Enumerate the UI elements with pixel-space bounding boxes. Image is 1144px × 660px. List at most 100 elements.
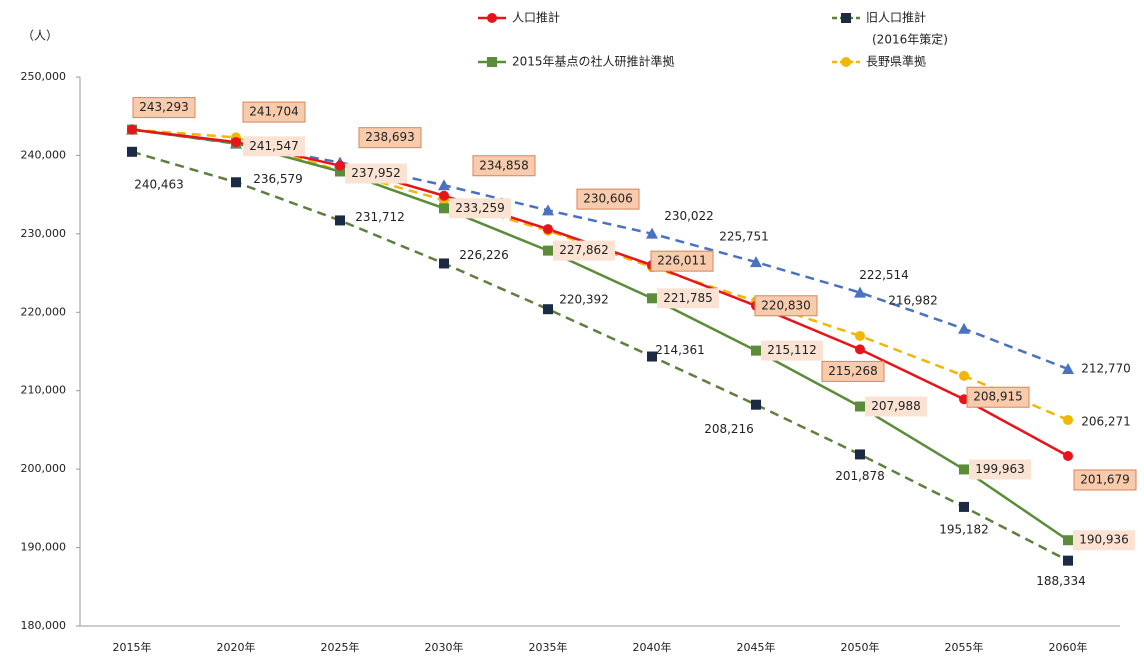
- data-label: 231,712: [355, 210, 405, 224]
- legend-note: (2016年策定): [872, 32, 948, 47]
- point: [231, 177, 241, 188]
- point: [231, 137, 241, 148]
- data-label: 234,858: [479, 158, 529, 172]
- data-label: 237,952: [351, 166, 401, 180]
- point: [127, 124, 137, 135]
- label-box: [1073, 530, 1135, 551]
- data-label: 226,011: [657, 254, 707, 268]
- label-box: [576, 188, 640, 210]
- x-tick-label: 2015年: [113, 640, 152, 654]
- data-label: 188,334: [1036, 574, 1086, 588]
- y-tick-label: 180,000: [21, 619, 67, 632]
- series-line: [131, 128, 1069, 542]
- point: [335, 215, 345, 226]
- data-label: 201,679: [1080, 472, 1130, 486]
- point: [751, 399, 761, 410]
- point: [647, 351, 657, 362]
- data-label: 230,606: [583, 192, 633, 206]
- point: [335, 160, 345, 171]
- point: [855, 330, 865, 341]
- point: [127, 146, 137, 157]
- data-label: 227,862: [559, 243, 609, 257]
- point: [438, 179, 450, 191]
- point: [543, 304, 553, 315]
- label-box: [754, 295, 818, 317]
- x-tick-label: 2020年: [217, 640, 256, 654]
- point: [646, 227, 658, 239]
- label-box: [657, 288, 719, 309]
- point: [750, 256, 762, 268]
- data-label: 201,878: [835, 469, 885, 483]
- point: [487, 13, 497, 23]
- point: [959, 501, 969, 512]
- point: [487, 57, 497, 67]
- point: [1063, 450, 1073, 461]
- data-label: 241,547: [249, 139, 299, 153]
- y-tick-label: 240,000: [21, 148, 67, 161]
- y-tick-label: 230,000: [21, 227, 67, 240]
- data-label: 199,963: [975, 462, 1025, 476]
- data-label: 220,392: [559, 293, 609, 307]
- y-tick-label: 200,000: [21, 462, 67, 475]
- legend-label: 長野県準拠: [866, 54, 926, 69]
- data-label: 220,830: [761, 298, 811, 312]
- data-label: 225,751: [719, 230, 769, 244]
- label-box: [966, 386, 1030, 408]
- label-box: [345, 163, 407, 184]
- data-label: 190,936: [1079, 533, 1129, 547]
- y-tick-label: 210,000: [21, 384, 67, 397]
- data-label: 226,226: [459, 248, 509, 262]
- x-tick-label: 2055年: [945, 640, 984, 654]
- point: [439, 190, 449, 201]
- point: [854, 286, 866, 298]
- data-label: 238,693: [365, 130, 415, 144]
- data-label: 212,770: [1081, 361, 1131, 375]
- point: [543, 224, 553, 235]
- label-box: [969, 459, 1031, 480]
- x-tick-label: 2030年: [425, 640, 464, 654]
- data-label: 208,915: [973, 390, 1023, 404]
- x-tick-label: 2040年: [633, 640, 672, 654]
- point: [959, 464, 969, 475]
- y-tick-label: 250,000: [21, 70, 67, 83]
- data-label: 208,216: [704, 422, 754, 436]
- point: [542, 204, 554, 216]
- label-box: [242, 101, 306, 123]
- x-tick-label: 2045年: [737, 640, 776, 654]
- data-label: 222,514: [859, 268, 909, 282]
- point: [751, 345, 761, 356]
- point: [1063, 414, 1073, 425]
- point: [841, 57, 851, 67]
- legend-label: 人口推計: [512, 10, 560, 25]
- point: [1062, 362, 1074, 374]
- point: [647, 293, 657, 304]
- y-axis-label: （人）: [22, 29, 58, 43]
- point: [335, 166, 345, 177]
- label-box: [472, 155, 536, 177]
- point: [959, 370, 969, 381]
- label-box: [553, 240, 615, 261]
- point: [1063, 535, 1073, 546]
- label-box: [132, 97, 196, 119]
- data-label: 236,579: [253, 172, 303, 186]
- x-tick-label: 2060年: [1049, 640, 1088, 654]
- data-label: 240,463: [134, 177, 184, 191]
- series-line: [131, 150, 1069, 562]
- data-label: 195,182: [939, 522, 989, 536]
- data-label: 216,982: [888, 293, 938, 307]
- x-tick-label: 2035年: [529, 640, 568, 654]
- legend-label: 旧人口推計: [866, 10, 926, 25]
- point: [855, 401, 865, 412]
- label-box: [650, 250, 714, 272]
- x-tick-label: 2050年: [841, 640, 880, 654]
- point: [855, 344, 865, 355]
- data-label: 243,293: [139, 100, 189, 114]
- data-label: 214,361: [655, 343, 705, 357]
- data-label: 215,268: [828, 364, 878, 378]
- point: [439, 203, 449, 214]
- data-label: 207,988: [871, 399, 921, 413]
- label-box: [1073, 469, 1137, 491]
- point: [958, 322, 970, 334]
